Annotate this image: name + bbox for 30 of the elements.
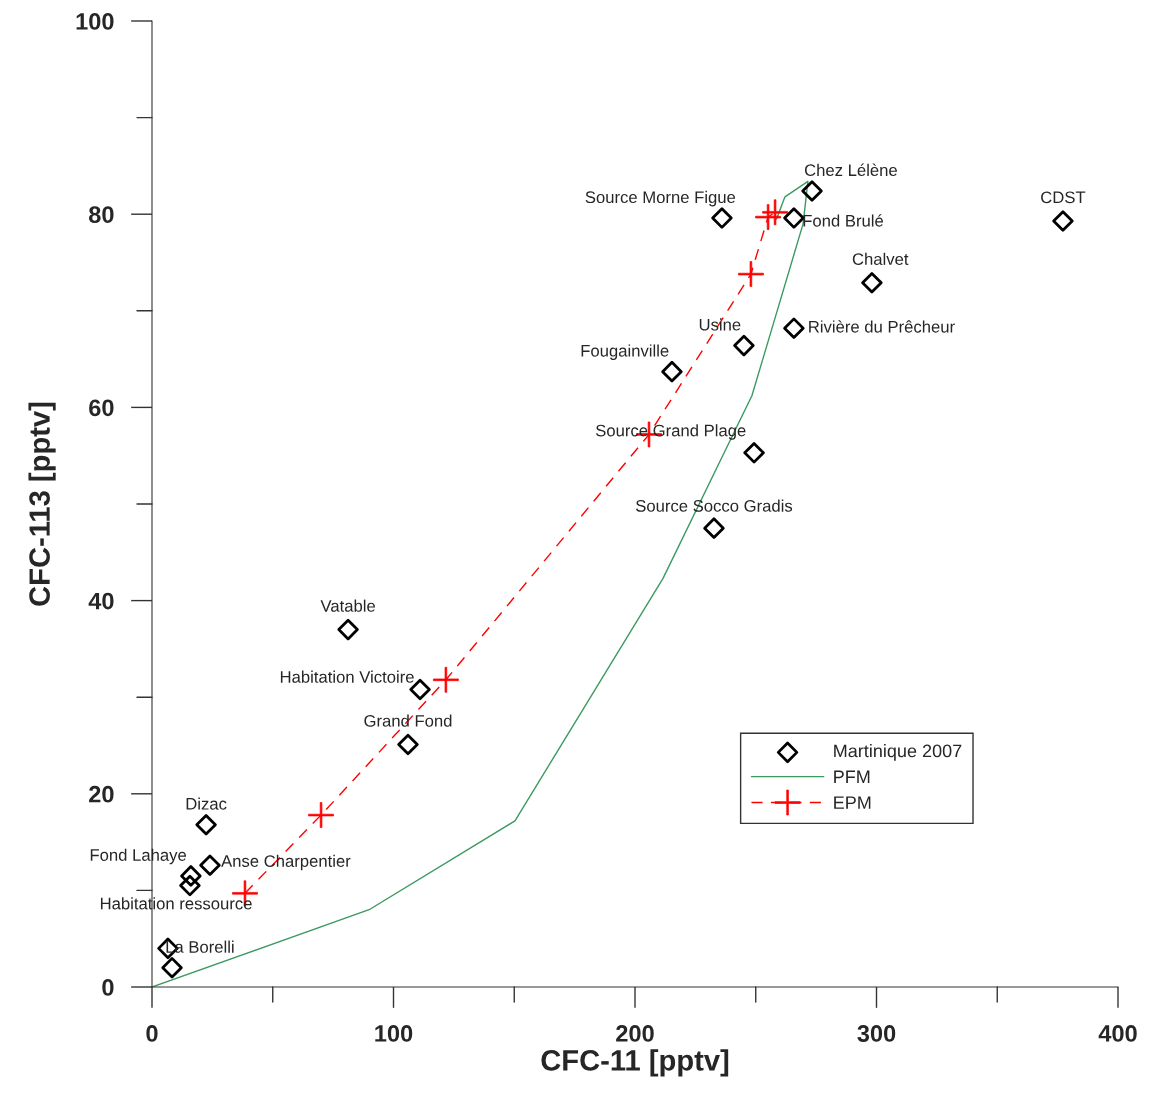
y-axis-title: CFC-113 [pptv] (28, 402, 56, 606)
annotation: Dizac (186, 797, 227, 810)
annotation: Source Morne Figue (585, 190, 736, 207)
x-tick-label: 0 (146, 1025, 158, 1042)
annotation: Chalvet (852, 252, 909, 266)
annotation: Chez Lélène (804, 163, 897, 177)
legend-label: Martinique 2007 (834, 744, 962, 761)
x-tick-label: 200 (616, 1025, 654, 1042)
x-tick-label: 400 (1098, 1025, 1137, 1042)
y-tick-label: 60 (89, 399, 114, 417)
x-tick-label: 100 (375, 1025, 413, 1042)
annotation: Vatable (320, 599, 376, 612)
x-tick-label: 300 (857, 1025, 896, 1042)
y-tick-label: 40 (88, 592, 114, 610)
annotation: Anse Charpentier (221, 854, 351, 871)
legend-label: EPM (834, 796, 871, 809)
annotation: Rivière du Prêcheur (809, 320, 955, 333)
annotation: Fougainville (581, 344, 669, 360)
annotation: Fond Lahaye (90, 848, 187, 865)
annotation: Habitation ressource (100, 897, 252, 910)
y-tick-label: 80 (88, 206, 114, 223)
annotation: Grand Fond (364, 714, 452, 727)
y-tick-label: 100 (76, 13, 114, 30)
y-tick-label: 0 (102, 979, 114, 996)
x-axis-title: CFC-11 [pptv] (541, 1049, 729, 1077)
legend-label: PFM (834, 770, 870, 783)
annotation: CDST (1041, 191, 1086, 204)
annotation: Usine (699, 318, 741, 331)
annotation: Habitation Victoire (280, 670, 414, 683)
y-tick-label: 20 (89, 785, 114, 803)
